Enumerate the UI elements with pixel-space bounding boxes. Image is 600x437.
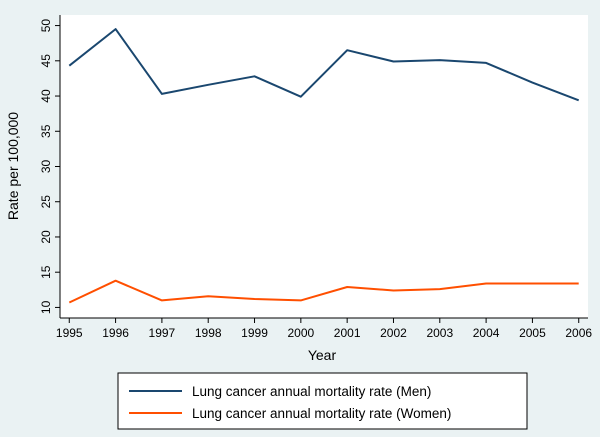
legend-label-men: Lung cancer annual mortality rate (Men) — [192, 384, 431, 399]
y-tick-label: 40 — [39, 89, 53, 103]
x-tick-label: 1998 — [195, 326, 222, 340]
y-tick-label: 15 — [39, 265, 53, 279]
legend-label-women: Lung cancer annual mortality rate (Women… — [192, 406, 451, 421]
x-tick-label: 2003 — [426, 326, 453, 340]
legend-box — [117, 372, 528, 430]
x-tick-label: 2001 — [334, 326, 361, 340]
x-tick-label: 2004 — [473, 326, 500, 340]
x-tick-label: 2005 — [519, 326, 546, 340]
x-tick-label: 1996 — [102, 326, 129, 340]
x-tick-label: 1997 — [149, 326, 176, 340]
y-tick-label: 20 — [39, 230, 53, 244]
y-tick-label: 35 — [39, 124, 53, 138]
x-tick-label: 2006 — [565, 326, 592, 340]
y-axis-title: Rate per 100,000 — [5, 112, 21, 220]
x-tick-label: 2002 — [380, 326, 407, 340]
y-tick-label: 45 — [39, 54, 53, 68]
y-tick-label: 10 — [39, 300, 53, 314]
x-tick-label: 1999 — [241, 326, 268, 340]
x-tick-label: 2000 — [287, 326, 314, 340]
x-tick-label: 1995 — [56, 326, 83, 340]
y-tick-label: 50 — [39, 19, 53, 33]
series-line-women — [68, 279, 579, 304]
y-tick-label: 25 — [39, 195, 53, 209]
x-axis-title: Year — [308, 347, 337, 363]
series-line-men — [68, 28, 580, 102]
plot-area — [60, 15, 588, 318]
series-layer — [68, 28, 580, 304]
y-tick-label: 30 — [39, 160, 53, 174]
axes: 10 15 20 25 30 35 40 45 50 1995 1996 1997 1998 1999 20… — [39, 15, 592, 340]
legend: Lung cancer annual mortality rate (Men) … — [117, 372, 528, 430]
